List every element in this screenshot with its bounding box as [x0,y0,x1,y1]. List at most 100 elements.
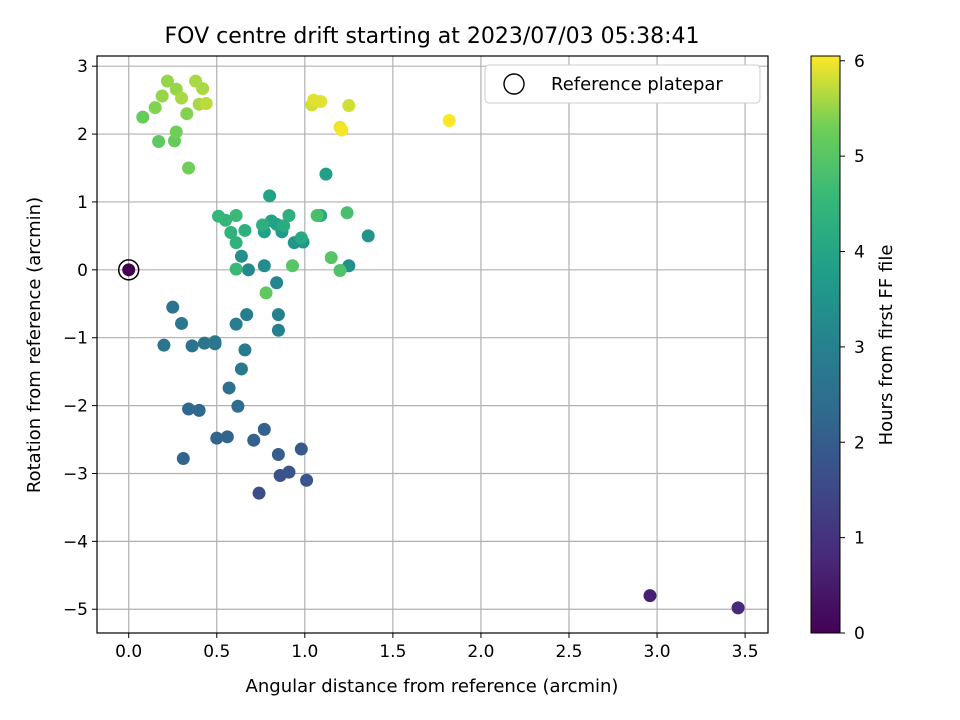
data-point [335,123,349,137]
grid [97,56,768,633]
data-point [731,601,745,615]
data-point [169,125,183,139]
data-points [122,74,745,615]
data-point [257,259,271,273]
data-point [285,259,299,273]
x-axis-ticks: 0.0 0.5 1.0 1.5 2.0 2.5 3.0 3.5 [115,633,759,662]
x-tick-label: 1.0 [291,642,318,662]
data-point [220,430,234,444]
data-point [122,263,136,277]
colorbar [811,56,840,633]
data-point [252,486,266,500]
data-point [157,338,171,352]
data-point [160,74,174,88]
data-point [155,89,169,103]
data-point [340,206,354,220]
colorbar-frame [810,55,841,634]
colorbar-tick-label: 4 [854,243,865,263]
colorbar-tick-label: 2 [854,433,865,453]
data-point [196,82,210,96]
data-point [257,422,271,436]
data-point [229,209,243,223]
y-axis-ticks: 3 2 1 0 −1 −2 −3 −4 −5 [63,57,97,620]
y-tick-label: 2 [77,125,88,145]
x-tick-label: 3.0 [644,642,671,662]
data-point [324,251,338,265]
y-tick-label: −5 [63,600,88,620]
data-point [222,381,236,395]
data-point [152,135,166,149]
data-point [247,433,261,447]
y-tick-label: −2 [63,397,88,417]
colorbar-tick-label: 3 [854,338,865,358]
data-point [643,589,657,603]
reference-platepar-marker [117,259,140,281]
plot-frame [96,55,769,634]
data-point [180,107,194,121]
colorbar-tick-label: 0 [854,624,865,644]
colorbar-label: Hours from first FF file [876,245,897,446]
data-point [238,223,252,237]
x-tick-label: 0.5 [203,642,230,662]
data-point [229,262,243,276]
x-tick-label: 2.5 [555,642,582,662]
reference-marker [117,259,140,281]
colorbar-tick-label: 1 [854,529,865,549]
data-point [176,452,190,466]
data-point [185,339,199,353]
colorbar-ticks: 0 1 2 3 4 5 6 [840,52,865,644]
data-point [240,308,254,322]
y-tick-label: −3 [63,464,88,484]
data-point [270,276,284,290]
data-point [271,447,285,461]
data-point [300,473,314,487]
legend-marker-open-circle [503,73,525,95]
data-point [263,189,277,203]
colorbar-tick-label: 5 [854,147,865,167]
y-tick-label: 1 [77,193,88,213]
data-point [136,110,150,124]
legend: Reference platepar [484,64,761,104]
data-point [234,249,248,263]
data-point [271,308,285,322]
data-point [229,317,243,331]
data-point [210,431,224,445]
data-point [310,209,324,223]
data-point [333,264,347,278]
data-point [166,300,180,314]
data-point [192,403,206,417]
data-point [229,236,243,250]
x-tick-label: 0.0 [115,642,142,662]
data-point [256,218,270,232]
y-tick-label: −4 [63,532,88,552]
y-tick-label: 0 [77,261,88,281]
y-tick-label: 3 [77,57,88,77]
data-point [197,336,211,350]
data-point [231,399,245,413]
colorbar-tick-label: 6 [854,52,865,72]
data-point [277,219,291,233]
data-point [442,113,456,127]
data-point [238,343,252,357]
legend-box [484,64,761,104]
data-point [282,465,296,479]
data-point [224,225,238,239]
x-tick-label: 1.5 [379,642,406,662]
legend-label: Reference platepar [551,74,723,95]
data-point [175,316,189,330]
data-point [175,91,189,105]
data-point [148,101,162,115]
data-point [182,161,196,175]
data-point [314,94,328,108]
data-point [271,323,285,337]
data-point [361,229,375,243]
x-tick-label: 3.5 [732,642,759,662]
data-point [208,335,222,349]
x-axis-label: Angular distance from reference (arcmin) [246,676,619,697]
data-point [259,286,273,300]
chart-title: FOV centre drift starting at 2023/07/03 … [165,24,700,49]
data-point [342,99,356,113]
x-tick-label: 2.0 [467,642,494,662]
